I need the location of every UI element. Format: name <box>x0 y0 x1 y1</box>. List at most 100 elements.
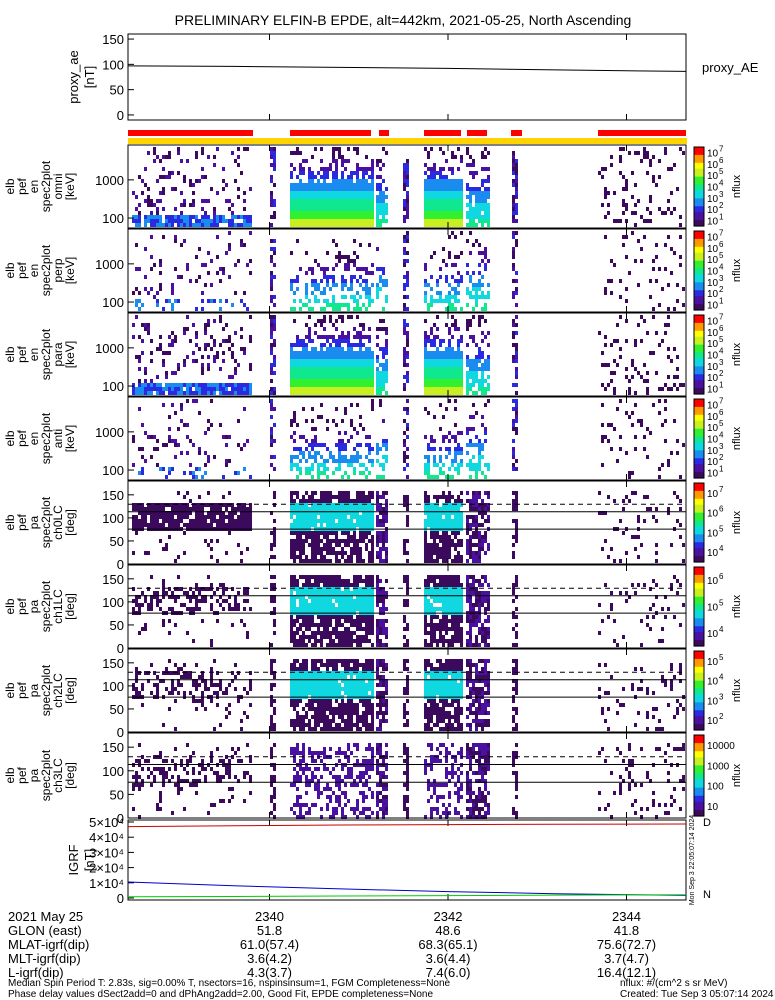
spectrogram-cell <box>457 451 460 455</box>
y-axis-label: pef <box>15 513 29 530</box>
spectrogram-cell <box>290 391 293 395</box>
spectrogram-cell <box>673 347 676 351</box>
spectrogram-cell <box>403 419 406 423</box>
spectrogram-cell <box>460 359 463 363</box>
spectrogram-cell <box>616 459 619 463</box>
spectrogram-cell <box>448 355 451 359</box>
spectrogram-cell <box>171 515 174 519</box>
spectrogram-cell <box>156 463 159 467</box>
spectrogram-cell <box>445 391 448 395</box>
spectrogram-cell <box>385 351 388 355</box>
spectrogram-cell <box>132 599 135 603</box>
spectrogram-cell <box>652 315 655 319</box>
spectrogram-cell <box>515 407 518 411</box>
spectrogram-cell <box>424 495 427 499</box>
spectrogram-cell <box>436 335 439 339</box>
spectrogram-cell <box>515 431 518 435</box>
spectrogram-cell <box>243 591 246 595</box>
spectrogram-cell <box>376 343 379 347</box>
spectrogram-cell <box>368 447 371 451</box>
spectrogram-cell <box>246 215 249 219</box>
spectrogram-cell <box>655 255 658 259</box>
colorbar-segment <box>694 222 704 225</box>
spectrogram-cell <box>210 511 213 515</box>
spectrogram-cell <box>382 351 385 355</box>
spectrogram-cell <box>406 279 409 283</box>
spectrogram-cell <box>382 379 385 383</box>
spectrogram-cell <box>273 503 276 507</box>
spectrogram-cell <box>308 543 311 547</box>
spectrogram-cell <box>317 363 320 367</box>
spectrogram-cell <box>341 363 344 367</box>
spectrogram-cell <box>144 275 147 279</box>
spectrogram-cell <box>141 455 144 459</box>
spectrogram-cell <box>347 191 350 195</box>
spectrogram-cell <box>385 347 388 351</box>
spectrogram-cell <box>335 387 338 391</box>
spectrogram-cell <box>186 591 189 595</box>
spectrogram-cell <box>135 387 138 391</box>
spectrogram-cell <box>332 159 335 163</box>
spectrogram-cell <box>293 519 296 523</box>
spectrogram-cell <box>290 507 293 511</box>
spectrogram-cell <box>436 551 439 555</box>
colorbar-segment <box>694 399 704 402</box>
spectrogram-cell <box>138 631 141 635</box>
spectrogram-cell <box>424 339 427 343</box>
spectrogram-cell <box>329 391 332 395</box>
spectrogram-cell <box>159 523 162 527</box>
spectrogram-cell <box>290 463 293 467</box>
colorbar-segment <box>694 346 704 350</box>
spectrogram-cell <box>433 375 436 379</box>
spectrogram-cell <box>445 379 448 383</box>
spectrogram-cell <box>371 547 374 551</box>
spectrogram-cell <box>667 347 670 351</box>
spectrogram-cell <box>195 467 198 471</box>
spectrogram-cell <box>454 399 457 403</box>
spectrogram-cell <box>302 355 305 359</box>
spectrogram-cell <box>162 507 165 511</box>
spectrogram-cell <box>344 295 347 299</box>
spectrogram-cell <box>320 379 323 383</box>
spectrogram-cell <box>371 223 374 227</box>
spectrogram-cell <box>201 599 204 603</box>
spectrogram-cell <box>350 179 353 183</box>
spectrogram-cell <box>323 363 326 367</box>
spectrogram-cell <box>466 531 469 535</box>
spectrogram-cell <box>234 607 237 611</box>
spectrogram-cell <box>371 511 374 515</box>
colorbar-segment <box>694 160 704 164</box>
spectrogram-cell <box>457 219 460 223</box>
spectrogram-cell <box>403 499 406 503</box>
spectrogram-cell <box>448 343 451 347</box>
spectrogram-cell <box>314 491 317 495</box>
spectrogram-cell <box>293 583 296 587</box>
spectrogram-cell <box>427 551 430 555</box>
spectrogram-cell <box>439 427 442 431</box>
spectrogram-cell <box>466 387 469 391</box>
colorbar-segment <box>694 296 704 299</box>
spectrogram-cell <box>195 343 198 347</box>
spectrogram-cell <box>168 351 171 355</box>
colorbar-segment <box>694 208 704 211</box>
spectrogram-cell <box>424 291 427 295</box>
spectrogram-cell <box>382 443 385 447</box>
spectrogram-cell <box>171 331 174 335</box>
spectrogram-cell <box>376 507 379 511</box>
spectrogram-cell <box>634 367 637 371</box>
spectrogram-cell <box>198 587 201 591</box>
spectrogram-cell <box>442 339 445 343</box>
spectrogram-cell <box>335 379 338 383</box>
spectrogram-cell <box>634 211 637 215</box>
spectrogram-cell <box>305 351 308 355</box>
spectrogram-cell <box>625 203 628 207</box>
status-bar-red <box>424 130 461 136</box>
spectrogram-cell <box>165 375 168 379</box>
spectrogram-cell <box>311 371 314 375</box>
spectrogram-cell <box>138 175 141 179</box>
spectrogram-cell <box>320 307 323 311</box>
spectrogram-cell <box>195 599 198 603</box>
spectrogram-cell <box>484 319 487 323</box>
spectrogram-cell <box>338 491 341 495</box>
spectrogram-cell <box>344 539 347 543</box>
